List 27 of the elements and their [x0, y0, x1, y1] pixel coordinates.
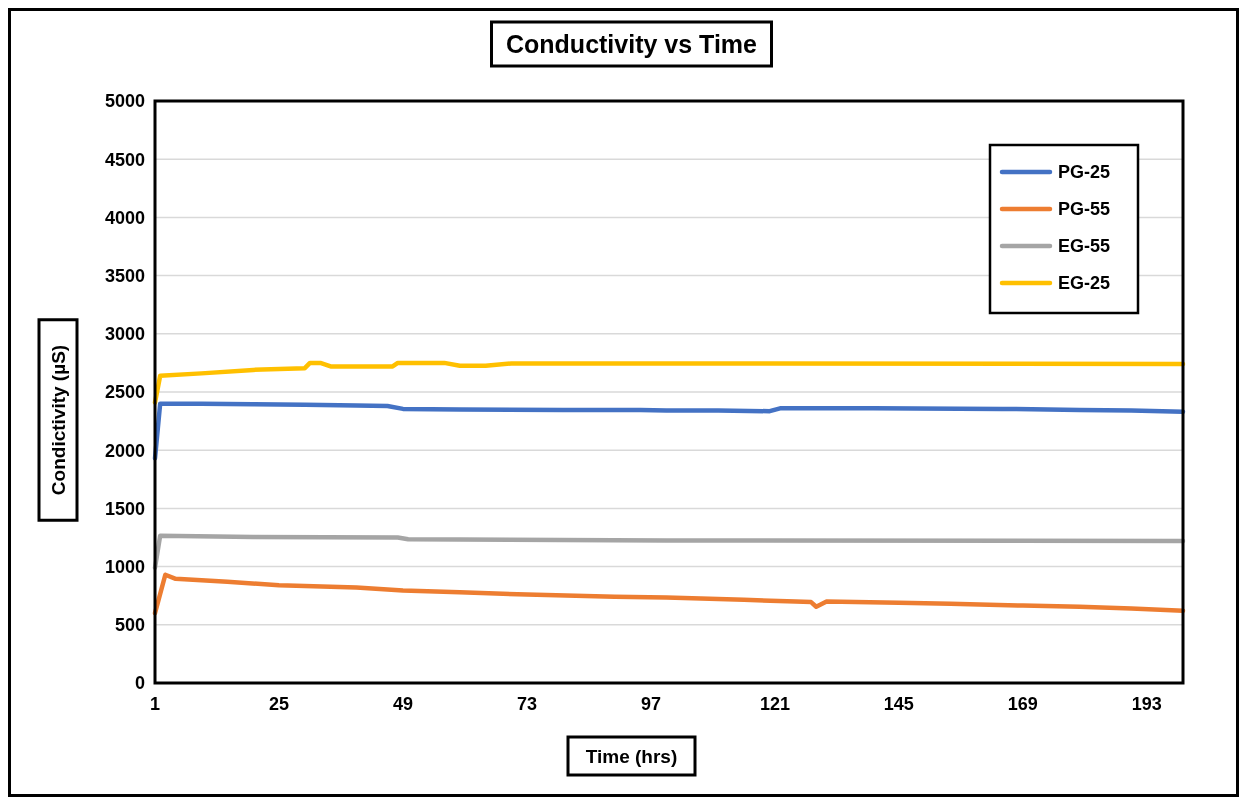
legend-label: PG-55 [1058, 199, 1111, 220]
y-tick-label: 4500 [104, 149, 145, 170]
y-tick-label: 2500 [104, 382, 145, 403]
legend-label: PG-25 [1058, 162, 1111, 183]
y-tick-label: 3000 [104, 324, 145, 345]
y-tick-label: 3500 [104, 265, 145, 286]
x-tick-label: 49 [392, 694, 413, 714]
legend-label: EG-55 [1058, 236, 1111, 257]
y-tick-label: 4000 [104, 207, 145, 228]
x-axis-title: Time (hrs) [585, 746, 678, 767]
legend-label: EG-25 [1058, 273, 1111, 294]
y-tick-label: 2000 [104, 440, 145, 461]
y-axis-title: Condictivity (µS) [48, 344, 69, 496]
x-tick-label: 193 [1131, 694, 1162, 714]
y-tick-label: 500 [114, 615, 145, 636]
chart-title: Conductivity vs Time [506, 30, 758, 58]
y-tick-label: 0 [134, 673, 145, 694]
y-tick-label: 5000 [104, 91, 145, 112]
y-tick-label: 1000 [104, 556, 145, 577]
x-tick-label: 121 [759, 694, 790, 714]
x-tick-label: 169 [1007, 694, 1038, 714]
x-tick-label: 73 [516, 694, 537, 714]
x-tick-label: 1 [149, 694, 161, 714]
y-tick-label: 1500 [104, 498, 145, 519]
x-tick-label: 97 [640, 694, 661, 714]
x-tick-label: 145 [883, 694, 914, 714]
x-tick-label: 25 [268, 694, 289, 714]
